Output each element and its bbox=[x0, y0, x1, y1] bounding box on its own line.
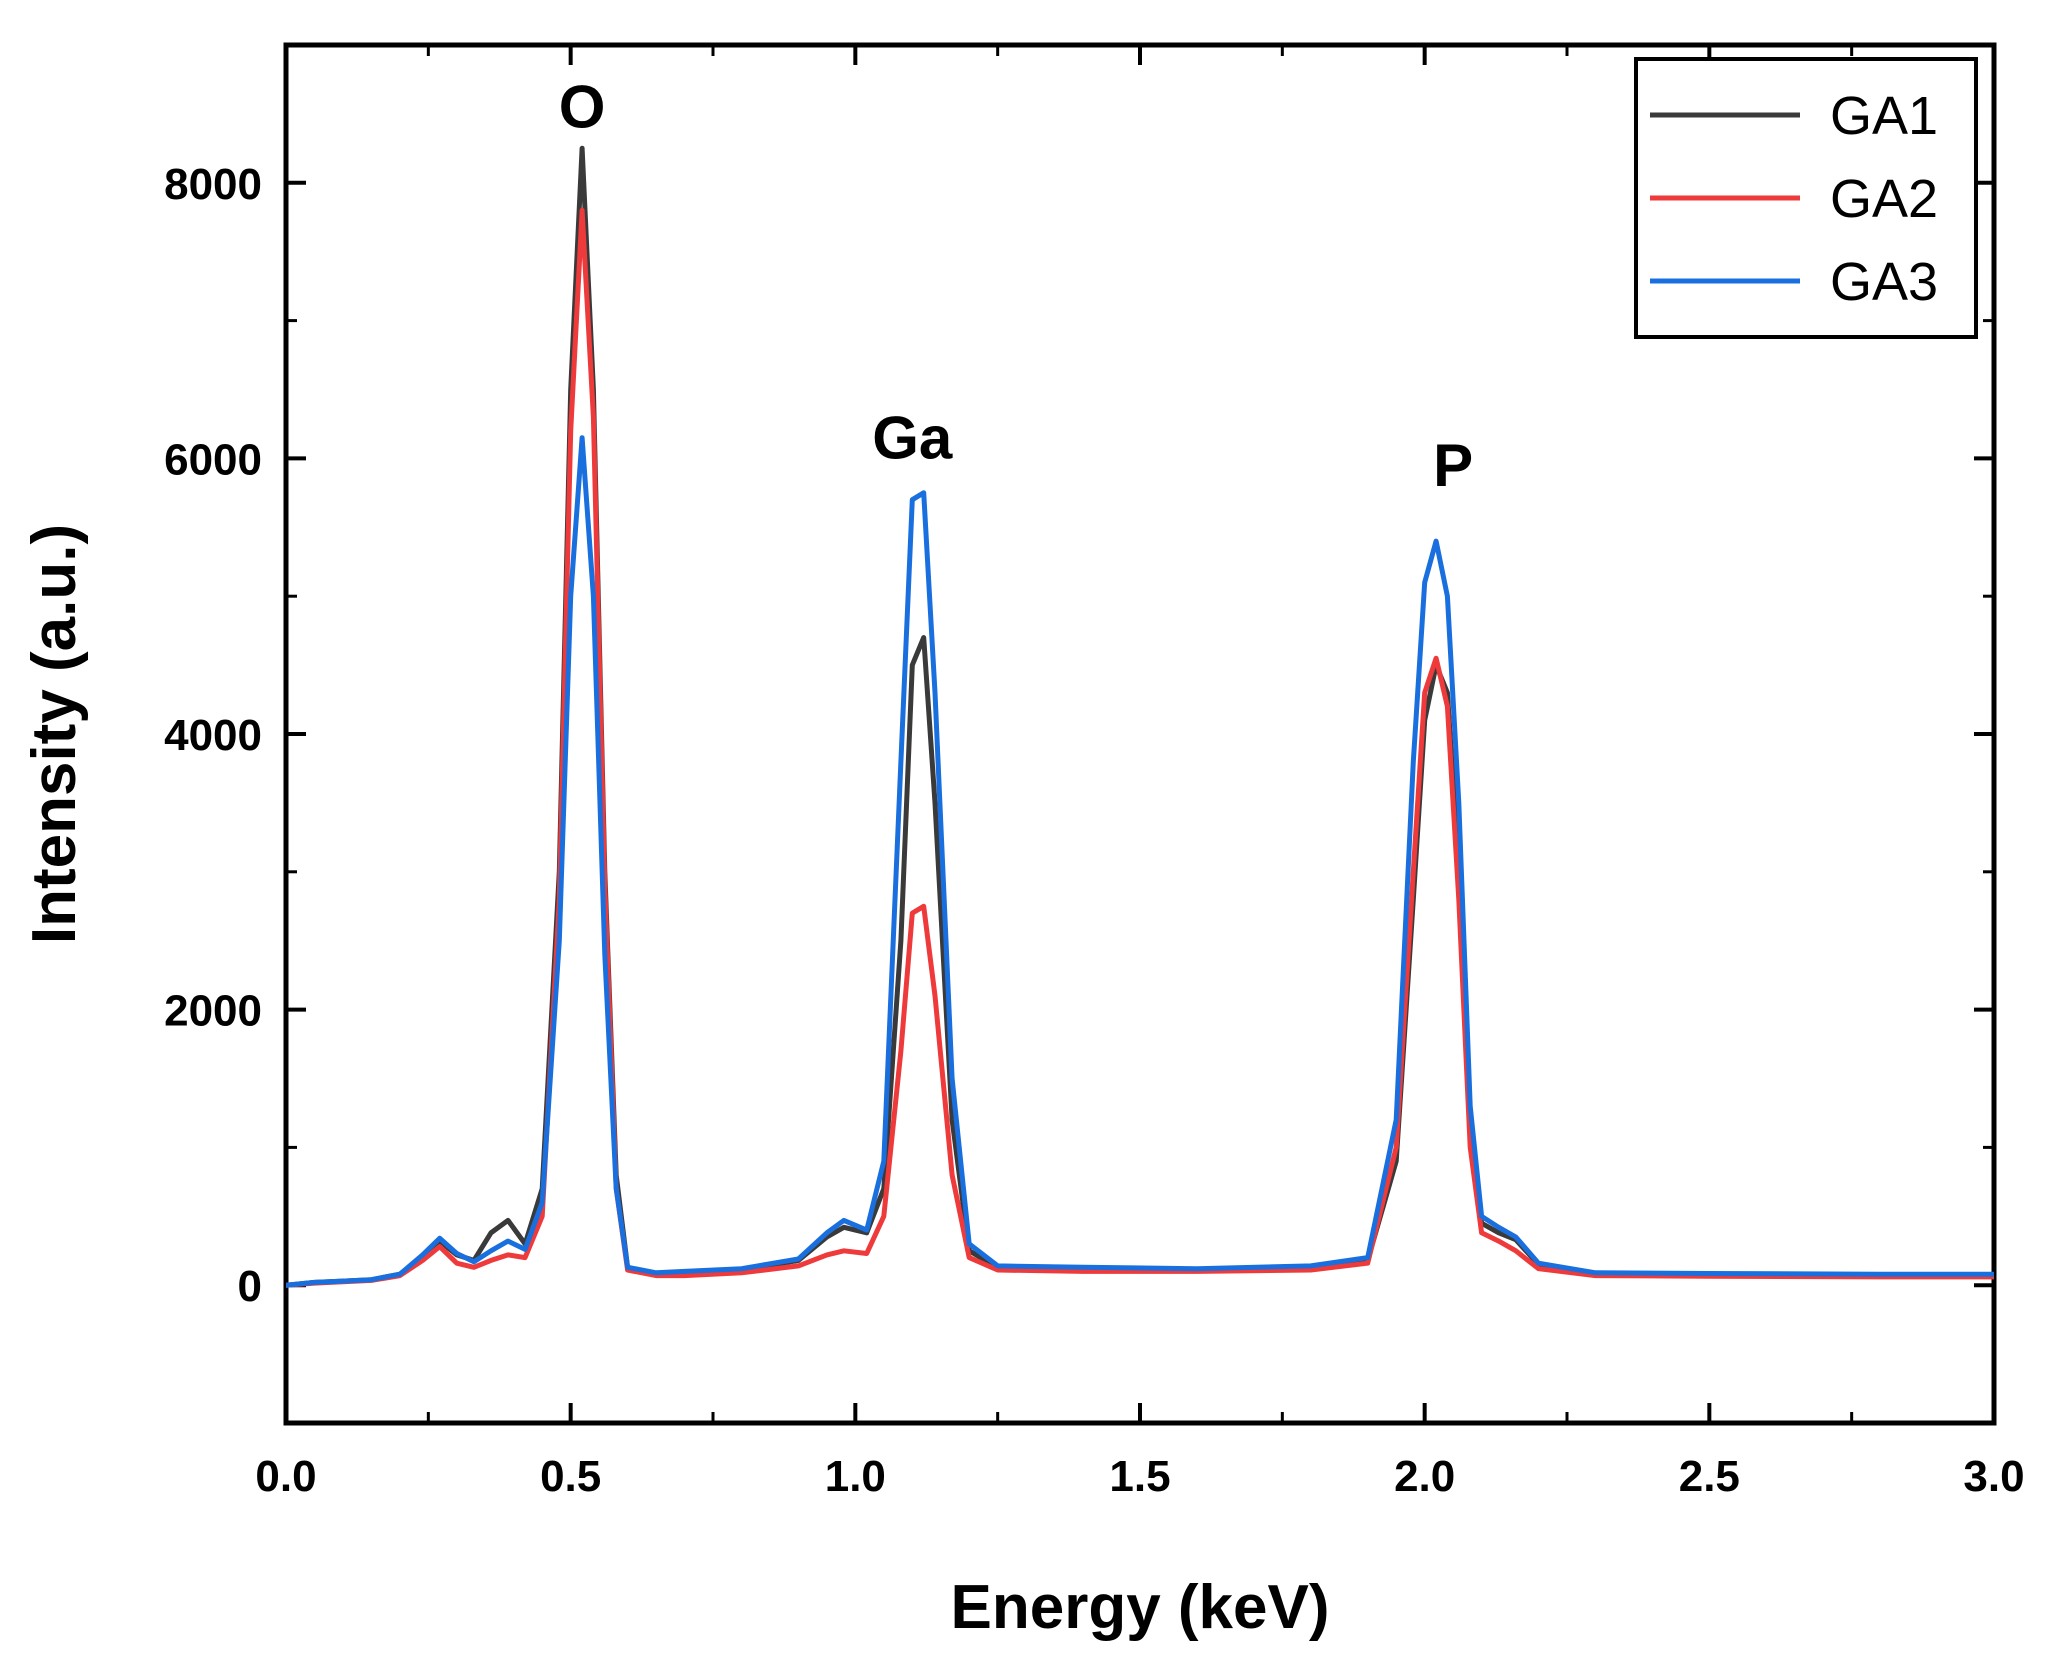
series-layer bbox=[286, 145, 1994, 1288]
legend-label-ga2: GA2 bbox=[1830, 169, 1938, 229]
legend-label-ga1: GA1 bbox=[1830, 86, 1938, 146]
y-tick-label: 4000 bbox=[164, 711, 262, 760]
x-tick-label: 3.0 bbox=[1963, 1452, 2024, 1501]
x-tick-label: 0.5 bbox=[540, 1452, 601, 1501]
y-axis-title: Intensity (a.u.) bbox=[20, 524, 89, 944]
y-tick-label: 8000 bbox=[164, 160, 262, 209]
legend: GA1 GA2 GA3 bbox=[1634, 57, 1978, 339]
x-tick-label: 2.0 bbox=[1394, 1452, 1455, 1501]
y-axis-ticks: 0 2000 4000 6000 8000 bbox=[164, 43, 1994, 1425]
y-tick-label: 2000 bbox=[164, 987, 262, 1036]
peak-annotations: O Ga P bbox=[559, 74, 1473, 499]
peak-label-p: P bbox=[1433, 432, 1473, 499]
series-line-ga2 bbox=[286, 207, 1994, 1288]
x-tick-label: 0.0 bbox=[255, 1452, 316, 1501]
x-axis-title: Energy (keV) bbox=[950, 1573, 1329, 1642]
y-tick-label: 6000 bbox=[164, 435, 262, 484]
y-tick-label: 0 bbox=[238, 1262, 262, 1311]
x-tick-label: 2.5 bbox=[1679, 1452, 1740, 1501]
peak-label-o: O bbox=[559, 74, 606, 141]
peak-label-ga: Ga bbox=[872, 404, 953, 471]
x-tick-label: 1.5 bbox=[1109, 1452, 1170, 1501]
x-axis-ticks: 0.0 0.5 1.0 1.5 2.0 2.5 3.0 bbox=[255, 45, 2025, 1501]
legend-label-ga3: GA3 bbox=[1830, 252, 1938, 312]
series-line-ga3 bbox=[286, 435, 1994, 1288]
x-tick-label: 1.0 bbox=[825, 1452, 886, 1501]
